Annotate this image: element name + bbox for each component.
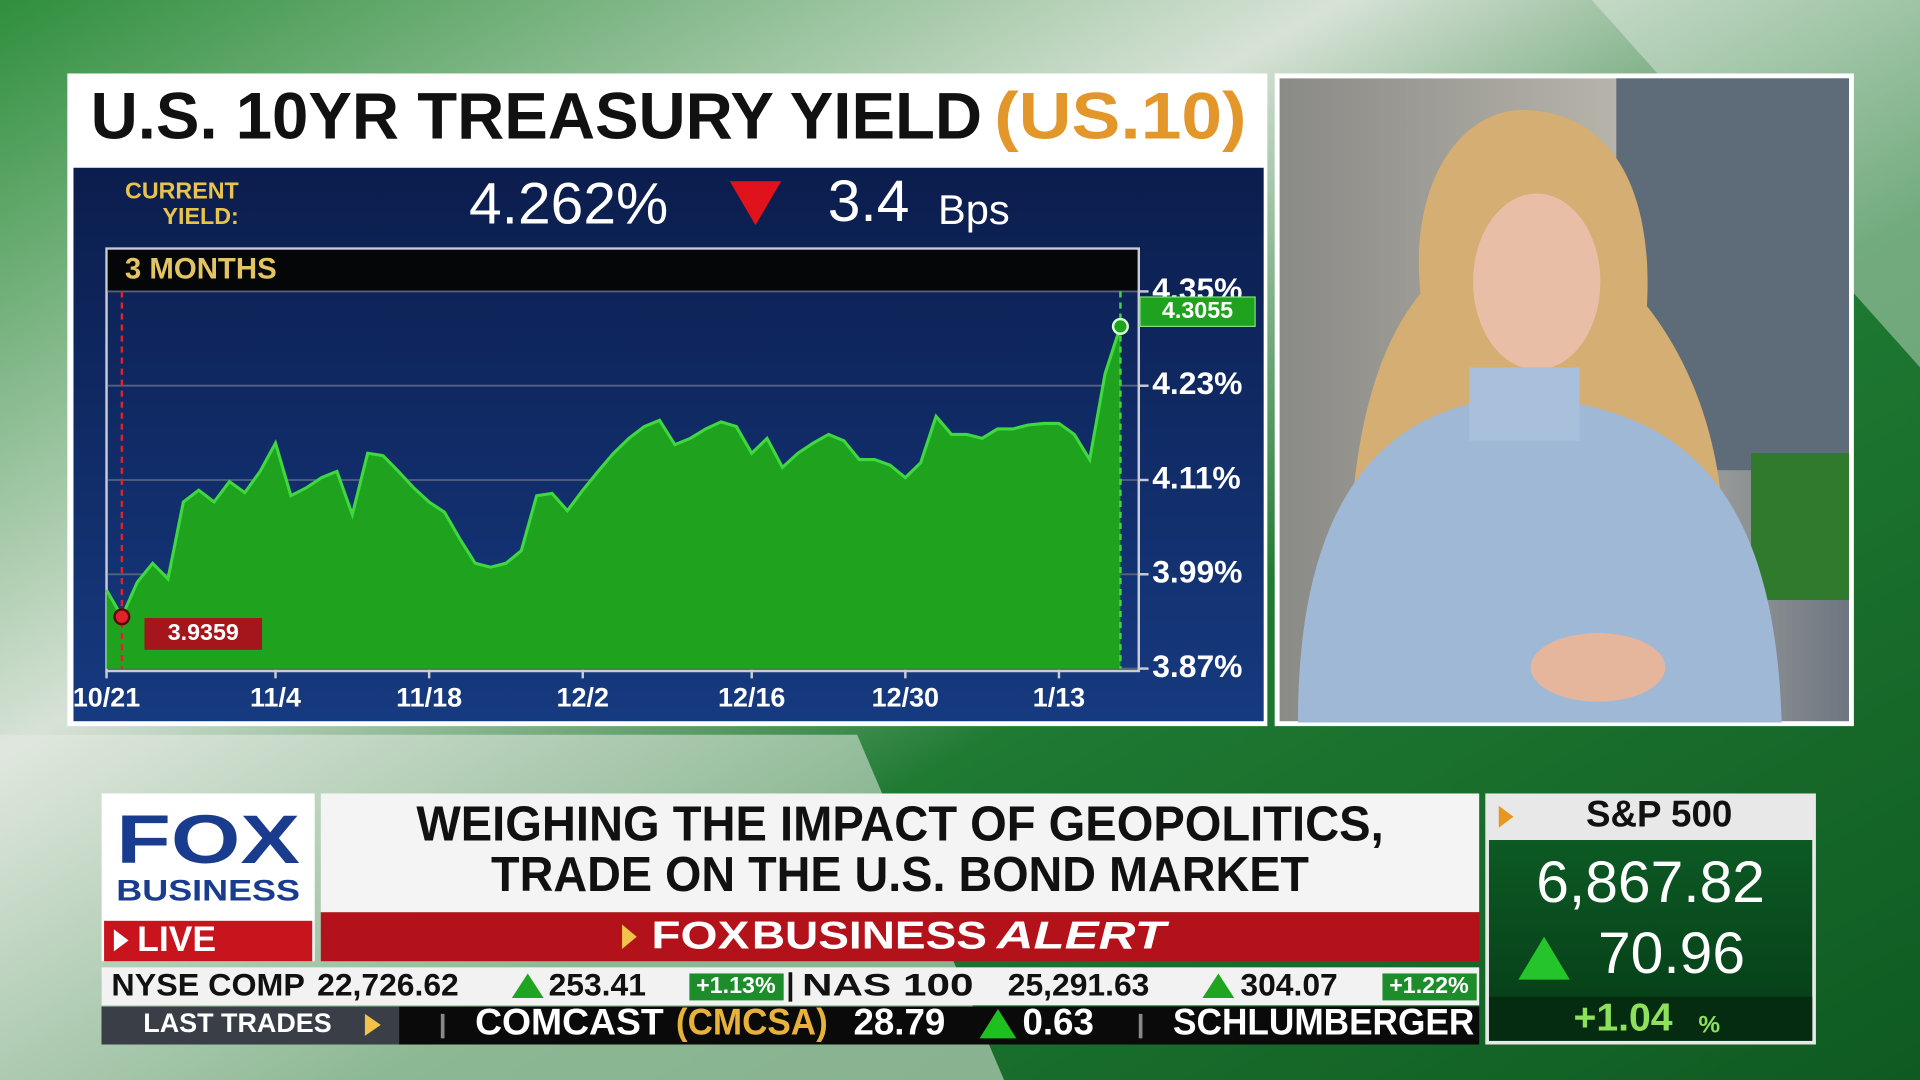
up-arrow (1202, 973, 1235, 998)
live-arrow (113, 929, 129, 952)
alert-arrow (622, 924, 637, 949)
index-percent-sign: % (1698, 1012, 1720, 1039)
face (1473, 193, 1601, 370)
current-yield-label: CURRENT YIELD: (125, 178, 239, 231)
ticker-change: 304.07 (1240, 966, 1337, 1002)
trade-name: COMCAST (475, 1002, 664, 1043)
plot: 3.87%3.99%4.11%4.23%4.35%10/21 11/4 11/18 1… (73, 271, 1256, 712)
up-arrow (979, 1008, 1017, 1039)
x-tick-label: 12/16 (718, 682, 785, 712)
alert-brand: FOX (651, 914, 749, 957)
period-label: 3 MONTHS (125, 252, 277, 285)
current-yield: 4.262% (469, 172, 668, 237)
ticker-percent-box (689, 973, 784, 1001)
area (106, 326, 1121, 669)
y-tick-label: 3.99% (1152, 554, 1242, 590)
sweater (1297, 404, 1782, 723)
ticker-percent-box (1382, 973, 1477, 1001)
logo-brand: FOX (116, 801, 300, 878)
ticker-name: NYSE COMP (111, 966, 304, 1002)
y-tick-label: 4.23% (1152, 365, 1242, 401)
change-unit: Bps (938, 186, 1010, 233)
hands (1530, 633, 1666, 702)
alert-word: ALERT (995, 914, 1169, 957)
x-tick-label: 1/13 (1033, 682, 1085, 712)
x-tick-label: 10/21 (73, 682, 140, 712)
alert-bar (320, 912, 1480, 962)
ticker-name: NAS 100 (802, 966, 973, 1002)
line (105, 325, 1122, 621)
ticker-value: 25,291.63 (1008, 966, 1150, 1002)
x-tick-label: 12/2 (557, 682, 609, 712)
separator (440, 1013, 445, 1039)
index-arrow (1498, 805, 1514, 828)
studio-screen (1751, 453, 1849, 600)
headline-line: TRADE ON THE U.S. BOND MARKET (491, 848, 1309, 902)
value-label: 4.3055 (1162, 297, 1233, 323)
value-label-box (1139, 296, 1256, 328)
y-tick-label: 4.11% (1152, 459, 1241, 495)
live-box (104, 920, 313, 962)
trade-price: 28.79 (853, 1002, 945, 1043)
live-label: LIVE (137, 919, 216, 959)
headline-box (320, 793, 1480, 913)
down-arrow (729, 181, 782, 226)
index-percent: +1.04 (1573, 996, 1672, 1039)
logo-network: BUSINESS (116, 874, 300, 907)
trade-symbol: (CMCSA) (676, 1002, 828, 1043)
ticker-percent: +1.22% (1389, 972, 1469, 998)
up-arrow (1518, 936, 1570, 980)
current-yield-label-box: CURRENT YIELD: (125, 178, 239, 231)
up-arrow (511, 973, 544, 998)
ticker-label-box (101, 1006, 400, 1045)
plot-frame (105, 247, 1140, 673)
ticker-label: LAST TRADES (143, 1008, 331, 1038)
point-marker (113, 608, 131, 626)
trade-change: 0.63 (1022, 1002, 1093, 1043)
ticker-percent: +1.13% (696, 972, 776, 998)
index-change: 70.96 (1598, 921, 1745, 986)
value-label: 3.9359 (168, 619, 239, 645)
x-tick-label: 12/30 (872, 682, 939, 712)
x-tick-label: 11/18 (396, 682, 462, 712)
period-header (107, 249, 1138, 292)
trade-name: SCHLUMBERGER (1173, 1002, 1474, 1043)
headline-line: WEIGHING THE IMPACT OF GEOPOLITICS, (416, 798, 1383, 852)
x-tick-label: 11/4 (250, 682, 301, 712)
change-value: 3.4 (828, 169, 910, 234)
ticker-value: 22,726.62 (317, 966, 459, 1002)
chart-symbol: (US.10) (994, 80, 1246, 154)
separator (1138, 1013, 1143, 1039)
ticker-arrow (364, 1013, 381, 1036)
value-label-box (144, 618, 263, 650)
alert-network: BUSINESS (752, 914, 987, 957)
index-name: S&P 500 (1586, 793, 1732, 834)
index-value: 6,867.82 (1536, 850, 1765, 915)
chart-title: U.S. 10YR TREASURY YIELD (91, 80, 982, 154)
y-tick-label: 3.87% (1152, 648, 1242, 684)
turtleneck (1469, 367, 1580, 441)
point-marker (1111, 317, 1129, 335)
separator (788, 972, 793, 1002)
ticker-change: 253.41 (549, 966, 646, 1002)
index-percent-box (1488, 996, 1813, 1041)
